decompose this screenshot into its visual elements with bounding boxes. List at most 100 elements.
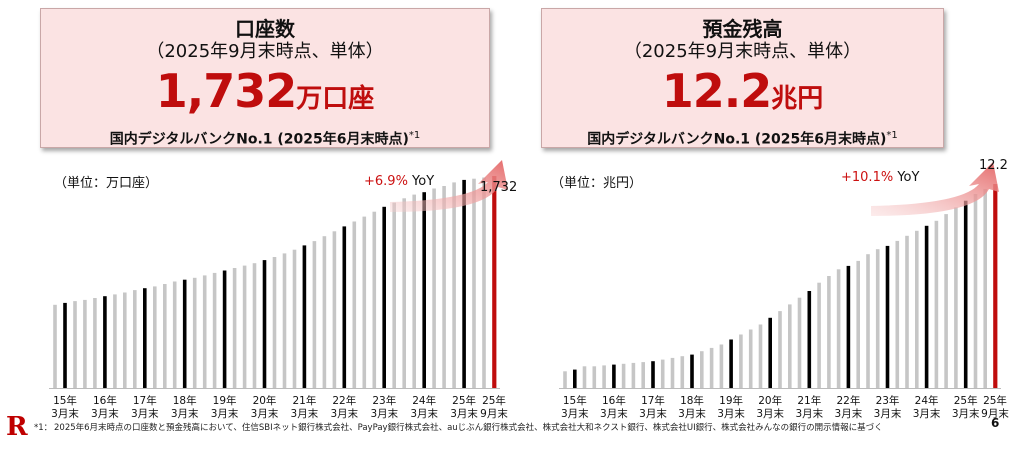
x-tick-label: 23年	[372, 394, 396, 407]
bar	[302, 245, 307, 388]
bar	[103, 296, 107, 388]
bar	[700, 351, 704, 388]
deposits-kpi-box: 預金残高 （2025年9月末時点、単体） 12.2兆円 国内デジタルバンクNo.…	[541, 8, 944, 148]
accounts-yoy-suffix: YoY	[407, 174, 435, 189]
bar	[631, 362, 636, 388]
x-tick-label: 3月末	[410, 407, 438, 420]
bar	[432, 188, 436, 388]
x-tick-label: 19年	[719, 394, 743, 407]
bar	[53, 304, 57, 388]
x-tick-label: 24年	[412, 394, 436, 407]
bar	[182, 279, 187, 388]
bar	[592, 366, 597, 388]
x-tick-label: 23年	[876, 394, 900, 407]
footnote-text: 2025年6月末時点の口座数と預金残高において、住信SBIネット銀行株式会社、P…	[54, 423, 883, 433]
deposits-value-line: 12.2兆円	[542, 66, 943, 127]
bar	[402, 198, 406, 388]
bar	[192, 277, 197, 388]
bar	[133, 290, 137, 388]
bar	[866, 254, 870, 388]
bar	[797, 297, 802, 388]
bar	[362, 216, 367, 388]
bar	[573, 369, 577, 388]
x-tick-label: 3月末	[370, 407, 398, 420]
bar	[621, 363, 626, 388]
accounts-title: 口座数	[235, 17, 295, 41]
deposits-chart: （単位：兆円） +10.1% YoY 12.2 15年 3月末 16年 3月末 17年 3…	[541, 150, 1011, 420]
bar	[322, 236, 327, 388]
bar	[83, 299, 87, 388]
bar	[292, 249, 297, 388]
deposits-value: 12.2	[661, 64, 772, 118]
x-tick-label: 17年	[133, 394, 157, 407]
x-tick-label: 3月末	[330, 407, 358, 420]
deposits-rank-text: 国内デジタルバンクNo.1 (2025年6月末時点)	[587, 131, 887, 148]
x-tick-label: 3月末	[756, 407, 784, 420]
x-tick-label: 3月末	[171, 407, 199, 420]
x-tick-label: 17年	[641, 394, 665, 407]
bar	[612, 364, 616, 388]
x-tick-label: 9月末	[981, 407, 1009, 420]
bar	[202, 275, 207, 388]
bar	[895, 240, 900, 388]
accounts-bar-chart: 15年3月末16年3月末17年3月末18年3月末19年3月末20年3月末21年3…	[49, 160, 508, 420]
x-tick-label: 3月末	[131, 407, 159, 420]
bar	[651, 361, 655, 388]
x-tick-label: 3月末	[874, 407, 902, 420]
x-tick-label: 25年	[983, 394, 1007, 407]
deposits-rank: 国内デジタルバンクNo.1 (2025年6月末時点)*1	[542, 127, 943, 149]
bar	[442, 186, 446, 388]
bar	[242, 265, 247, 388]
bar	[690, 354, 694, 388]
accounts-kpi-box: 口座数 （2025年9月末時点、単体） 1,732万口座 国内デジタルバンクNo…	[40, 8, 490, 148]
page-number: 6	[991, 416, 1000, 430]
bar	[172, 281, 177, 388]
x-tick-label: 25年	[452, 394, 476, 407]
x-tick-label: 18年	[680, 394, 704, 407]
bar	[709, 347, 714, 388]
footnote: *1： 2025年6月末時点の口座数と預金残高において、住信SBIネット銀行株式会…	[34, 423, 974, 434]
bar	[719, 344, 724, 388]
bar	[282, 253, 287, 388]
x-tick-label: 25年	[954, 394, 978, 407]
bar	[807, 291, 812, 388]
x-tick-label: 19年	[213, 394, 237, 407]
x-tick-label: 21年	[292, 394, 316, 407]
x-tick-label: 18年	[173, 394, 197, 407]
x-tick-label: 24年	[915, 394, 939, 407]
bar	[748, 329, 753, 388]
deposits-bar-chart: 15年3月末16年3月末17年3月末18年3月末19年3月末20年3月末21年3…	[559, 162, 1009, 420]
bar	[905, 235, 909, 388]
x-tick-label: 15年	[53, 394, 77, 407]
bar	[73, 301, 77, 388]
brand-logo: R	[6, 412, 28, 442]
bar	[875, 249, 880, 388]
x-tick-label: 3月末	[600, 407, 628, 420]
bar	[93, 298, 97, 388]
bar	[153, 286, 157, 388]
deposits-rank-note: *1	[886, 130, 898, 141]
bar	[462, 179, 466, 388]
bar	[392, 202, 396, 388]
bar	[846, 265, 851, 388]
accounts-value: 1,732	[155, 64, 298, 118]
deposits-subtitle: （2025年9月末時点、単体）	[623, 41, 862, 62]
x-tick-label: 3月末	[91, 407, 119, 420]
bar	[944, 214, 948, 388]
x-tick-label: 3月末	[450, 407, 478, 420]
bar	[232, 268, 237, 388]
bar	[482, 177, 486, 388]
growth-arrow	[871, 162, 999, 216]
x-tick-label: 20年	[253, 394, 277, 407]
deposits-value-unit: 兆円	[771, 84, 824, 114]
x-tick-label: 3月末	[795, 407, 823, 420]
bar	[963, 200, 968, 388]
x-tick-label: 3月末	[291, 407, 319, 420]
bar	[342, 226, 347, 388]
accounts-yoy-label: +6.9% YoY	[364, 174, 434, 189]
x-tick-label: 3月末	[717, 407, 745, 420]
x-tick-label: 20年	[758, 394, 782, 407]
bar	[954, 207, 958, 388]
bar	[602, 365, 606, 388]
x-tick-label: 15年	[563, 394, 587, 407]
